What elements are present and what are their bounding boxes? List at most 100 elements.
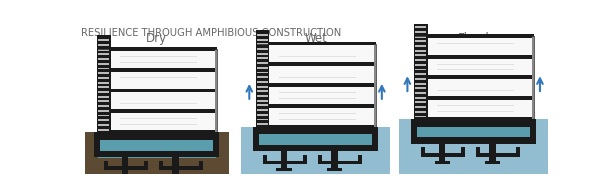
Bar bbox=[117, 174, 133, 177]
Bar bbox=[415, 79, 532, 96]
Bar bbox=[532, 36, 534, 119]
Bar bbox=[257, 81, 268, 83]
Bar bbox=[435, 161, 450, 164]
Bar bbox=[98, 39, 109, 41]
Bar bbox=[97, 49, 216, 132]
Text: Flood: Flood bbox=[458, 32, 490, 45]
Bar bbox=[98, 49, 109, 51]
Bar bbox=[279, 113, 356, 114]
Bar bbox=[279, 77, 356, 78]
Bar bbox=[415, 73, 426, 75]
Bar bbox=[331, 151, 338, 168]
Bar bbox=[415, 38, 532, 55]
Bar bbox=[372, 127, 378, 151]
Bar bbox=[241, 127, 390, 174]
Bar bbox=[437, 43, 514, 44]
Bar bbox=[411, 119, 417, 144]
Bar bbox=[98, 51, 215, 68]
Bar bbox=[415, 64, 426, 66]
Bar bbox=[120, 124, 197, 125]
Bar bbox=[415, 115, 426, 117]
Bar bbox=[415, 83, 426, 85]
Bar bbox=[253, 145, 378, 151]
Bar bbox=[97, 35, 111, 132]
Bar bbox=[120, 103, 197, 104]
Bar bbox=[97, 89, 216, 93]
Bar bbox=[414, 96, 534, 100]
Bar bbox=[98, 58, 109, 60]
Bar bbox=[255, 44, 376, 127]
Bar bbox=[213, 132, 220, 157]
Bar bbox=[257, 104, 268, 106]
Bar bbox=[98, 72, 215, 89]
Bar bbox=[257, 87, 374, 104]
Bar bbox=[120, 56, 197, 57]
Bar bbox=[100, 132, 213, 151]
Bar bbox=[437, 105, 514, 106]
Bar bbox=[415, 87, 426, 89]
Bar bbox=[257, 67, 268, 69]
Bar bbox=[97, 68, 216, 72]
Bar bbox=[476, 153, 520, 157]
Bar bbox=[257, 90, 268, 92]
Bar bbox=[159, 166, 203, 170]
Bar bbox=[415, 36, 426, 38]
Bar bbox=[318, 155, 322, 164]
Bar bbox=[415, 69, 426, 71]
Bar bbox=[98, 44, 109, 46]
Bar bbox=[257, 108, 374, 125]
Bar bbox=[374, 44, 376, 127]
Text: Dry: Dry bbox=[146, 32, 167, 45]
Bar bbox=[257, 123, 268, 125]
Bar bbox=[98, 105, 109, 107]
Bar bbox=[255, 44, 376, 127]
Bar bbox=[421, 153, 465, 157]
Bar bbox=[255, 62, 376, 66]
Bar bbox=[98, 91, 109, 93]
Bar bbox=[257, 109, 268, 111]
Bar bbox=[98, 124, 109, 126]
Bar bbox=[414, 36, 534, 119]
Bar bbox=[98, 110, 109, 112]
Bar bbox=[94, 132, 220, 140]
Bar bbox=[257, 53, 268, 55]
Bar bbox=[97, 109, 216, 113]
Bar bbox=[168, 174, 183, 177]
Bar bbox=[98, 136, 216, 158]
Bar bbox=[98, 86, 109, 88]
Bar bbox=[257, 114, 268, 116]
Bar bbox=[98, 68, 109, 70]
Bar bbox=[98, 114, 109, 116]
Bar bbox=[437, 90, 514, 91]
Bar bbox=[257, 100, 268, 102]
Bar bbox=[303, 155, 307, 164]
Bar bbox=[281, 151, 287, 168]
Bar bbox=[97, 130, 216, 134]
Bar bbox=[97, 47, 216, 51]
Bar bbox=[530, 119, 536, 144]
Bar bbox=[279, 119, 356, 120]
Bar bbox=[257, 95, 268, 97]
Bar bbox=[120, 77, 197, 78]
Bar bbox=[439, 144, 445, 161]
Bar bbox=[437, 64, 514, 65]
Bar bbox=[485, 161, 500, 164]
Bar bbox=[437, 69, 514, 70]
Bar bbox=[318, 161, 362, 164]
Bar bbox=[257, 57, 268, 59]
Bar bbox=[257, 62, 268, 64]
Bar bbox=[257, 39, 268, 41]
Bar bbox=[461, 148, 465, 157]
Bar bbox=[255, 104, 376, 108]
Bar bbox=[98, 82, 109, 83]
Bar bbox=[253, 127, 378, 134]
Bar bbox=[411, 137, 536, 144]
Bar bbox=[257, 86, 268, 88]
Bar bbox=[415, 78, 426, 80]
Bar bbox=[257, 76, 268, 78]
Bar bbox=[279, 92, 356, 93]
Bar bbox=[414, 22, 427, 119]
Bar bbox=[98, 77, 109, 79]
Bar bbox=[255, 83, 376, 87]
Bar bbox=[414, 36, 534, 119]
